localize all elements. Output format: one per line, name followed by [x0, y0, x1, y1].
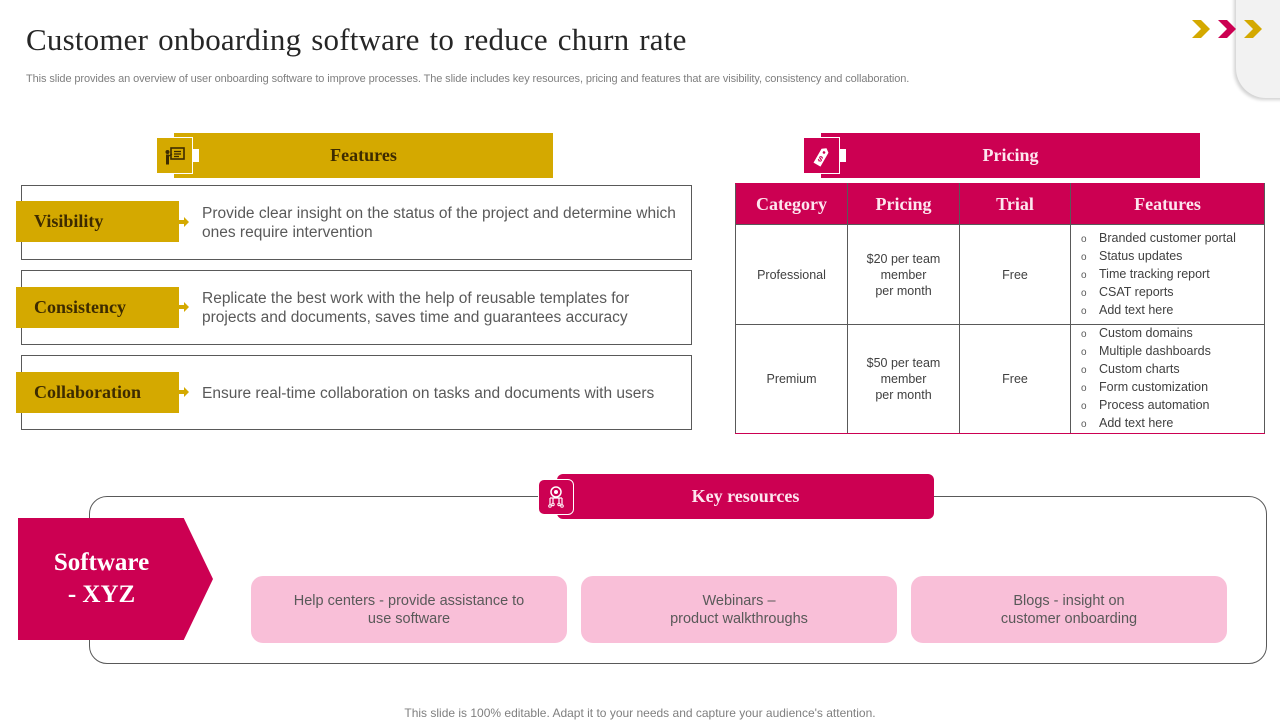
pricing-header: Pricing	[821, 133, 1200, 178]
feature-text: Custom domains	[1099, 326, 1193, 340]
network-person-icon	[548, 486, 564, 508]
card-line: customer onboarding	[1000, 610, 1138, 627]
features-icon-box	[156, 137, 199, 174]
features-header-label: Features	[330, 145, 397, 165]
bullet-icon: o	[1081, 401, 1087, 412]
slide-subtitle: This slide provides an overview of user …	[26, 73, 910, 85]
feature-text: Form customization	[1099, 380, 1209, 394]
list-item: o Multiple dashboards	[1081, 343, 1264, 361]
bullet-icon: o	[1081, 365, 1087, 376]
bullet-icon: o	[1081, 287, 1087, 299]
price-line: $50 per team	[866, 356, 941, 370]
card-line: product walkthroughs	[670, 610, 808, 627]
bullet-icon: o	[1081, 347, 1087, 358]
card-line: Help centers - provide assistance to	[293, 592, 525, 609]
list-item: o Add text here	[1081, 415, 1264, 433]
feature-list: o Branded customer portal o Status updates…	[1081, 230, 1264, 320]
slide-title: Customer onboarding software to reduce c…	[26, 22, 687, 57]
list-item: o Process automation	[1081, 397, 1264, 415]
chevron-right-icon	[1218, 20, 1236, 38]
resource-card-blogs: Blogs - insight on customer onboarding	[911, 576, 1227, 643]
feature-label-visibility: Visibility	[16, 201, 179, 242]
column-header-category: Category	[735, 183, 848, 225]
feature-label-consistency: Consistency	[16, 287, 179, 328]
cell-pricing: $20 per team member per month	[847, 224, 960, 325]
cell-features: o Branded customer portal o Status updates…	[1070, 224, 1265, 325]
list-item: o CSAT reports	[1081, 284, 1264, 302]
feature-text: Add text here	[1099, 416, 1174, 430]
arrow-right-icon	[179, 217, 189, 227]
chevron-decoration	[1192, 20, 1264, 38]
list-item: o Form customization	[1081, 379, 1264, 397]
pricing-header-label: Pricing	[982, 145, 1039, 165]
feature-label-collaboration: Collaboration	[16, 372, 179, 413]
software-line: Software	[53, 549, 150, 576]
price-line: member	[880, 372, 927, 386]
cell-trial: Free	[959, 324, 1071, 434]
bullet-icon: o	[1081, 233, 1087, 245]
feature-text: Custom charts	[1099, 362, 1180, 376]
bullet-icon: o	[1081, 383, 1087, 394]
cell-category: Premium	[735, 324, 848, 434]
list-item: o Custom domains	[1081, 325, 1264, 343]
list-item: o Status updates	[1081, 248, 1264, 266]
cell-category: Professional	[735, 224, 848, 325]
slide-footer: This slide is 100% editable. Adapt it to…	[404, 706, 876, 720]
key-resources-icon-box	[538, 479, 574, 515]
feature-desc-consistency: Replicate the best work with the help of…	[202, 290, 630, 326]
resource-card-help-centers: Help centers - provide assistance to use…	[251, 576, 567, 643]
presentation-board-icon	[165, 146, 185, 164]
cell-pricing: $50 per team member per month	[847, 324, 960, 434]
pricing-table: Category Pricing Trial Features Professi…	[735, 183, 1265, 434]
svg-text:$: $	[816, 154, 825, 164]
feature-text: Time tracking report	[1099, 266, 1210, 281]
table-row-premium: Premium $50 per team member per month Fr…	[735, 324, 1265, 434]
price-line: per month	[875, 388, 932, 402]
software-line: - XYZ	[67, 581, 136, 608]
feature-text: Multiple dashboards	[1099, 344, 1211, 358]
feature-desc-collaboration: Ensure real-time collaboration on tasks …	[202, 385, 655, 402]
features-header: Features	[174, 133, 553, 178]
pricing-icon-box: $	[803, 137, 846, 174]
table-row-professional: Professional $20 per team member per mon…	[735, 224, 1265, 325]
chevron-right-icon	[1244, 20, 1262, 38]
bullet-icon: o	[1081, 419, 1087, 430]
price-line: $20 per team	[866, 251, 941, 266]
arrow-right-icon	[179, 387, 189, 397]
feature-text: Status updates	[1099, 248, 1183, 263]
price-line: per month	[875, 283, 932, 298]
cell-features: o Custom domains o Multiple dashboards o Cu…	[1070, 324, 1265, 434]
bullet-icon: o	[1081, 329, 1087, 340]
card-line: Webinars –	[702, 592, 776, 609]
cell-trial: Free	[959, 224, 1071, 325]
bullet-icon: o	[1081, 269, 1087, 281]
card-line: use software	[367, 610, 451, 627]
bullet-icon: o	[1081, 305, 1087, 317]
price-tag-icon: $	[813, 147, 828, 167]
column-header-pricing: Pricing	[847, 183, 960, 225]
key-resources-header: Key resources	[557, 474, 934, 519]
corner-decoration	[1236, 0, 1280, 98]
column-header-trial: Trial	[959, 183, 1071, 225]
list-item: o Custom charts	[1081, 361, 1264, 379]
feature-text: CSAT reports	[1099, 284, 1174, 299]
card-line: Blogs - insight on	[1013, 592, 1125, 609]
feature-text: Process automation	[1099, 398, 1210, 412]
key-resources-header-label: Key resources	[691, 486, 800, 506]
feature-text: Add text here	[1099, 302, 1174, 317]
chevron-right-icon	[1192, 20, 1210, 38]
list-item: o Time tracking report	[1081, 266, 1264, 284]
resource-card-webinars: Webinars – product walkthroughs	[581, 576, 897, 643]
list-item: o Branded customer portal	[1081, 230, 1264, 248]
price-line: member	[880, 267, 927, 282]
bullet-icon: o	[1081, 251, 1087, 263]
pricing-table-header-row: Category Pricing Trial Features	[735, 183, 1265, 225]
feature-list: o Custom domains o Multiple dashboards o Cu…	[1081, 325, 1264, 433]
list-item: o Add text here	[1081, 302, 1264, 320]
arrow-right-icon	[179, 302, 189, 312]
software-label-box: Software - XYZ	[18, 518, 213, 640]
column-header-features: Features	[1070, 183, 1265, 225]
feature-text: Branded customer portal	[1099, 230, 1236, 245]
feature-desc-visibility: Provide clear insight on the status of t…	[202, 205, 676, 241]
